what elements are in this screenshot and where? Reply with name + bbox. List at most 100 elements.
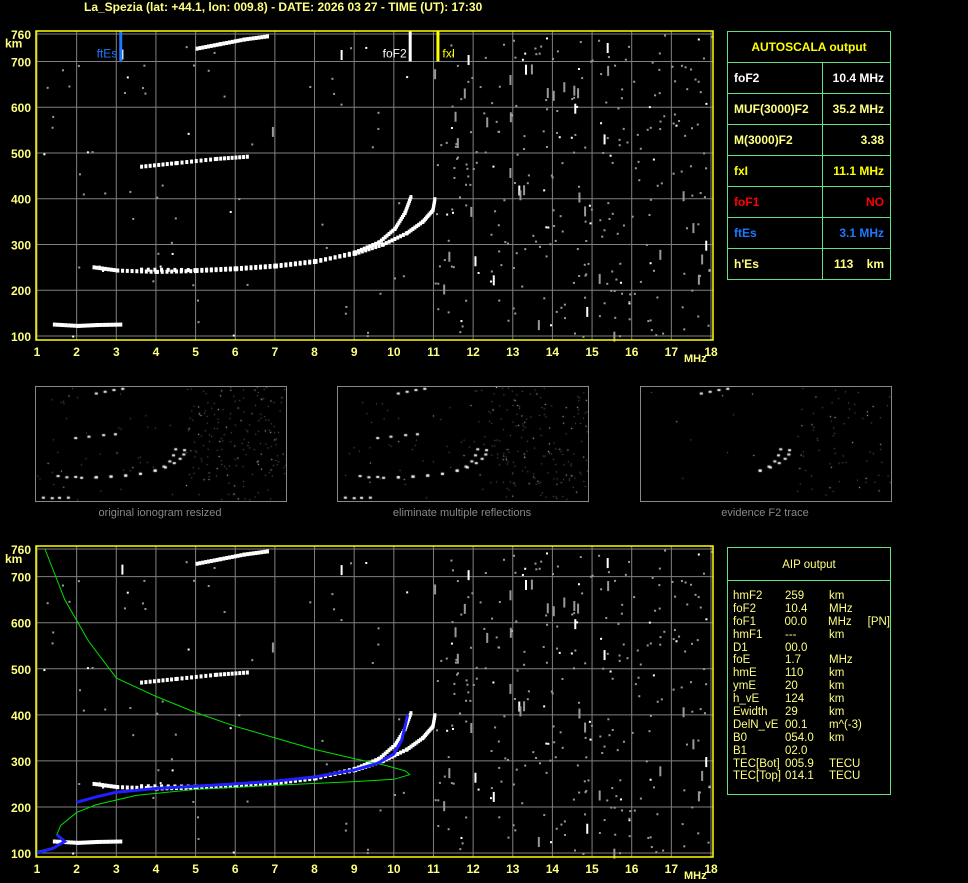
noise-echo [598, 39, 601, 42]
x-tick-label: 1 [34, 862, 41, 876]
noise-echo [445, 141, 448, 144]
y-axis-unit: km [5, 37, 22, 51]
noise-echo [603, 745, 606, 748]
noise-echo [708, 268, 711, 271]
noise-echo [555, 827, 558, 830]
param-label: foF2 [727, 62, 823, 94]
noise-echo [628, 45, 631, 48]
noise-echo [598, 273, 601, 284]
trace-echo-Es_high [233, 554, 237, 559]
trace-echo-F2_o [135, 269, 139, 274]
trace-echo-F2_o [389, 230, 393, 235]
noise-echo [523, 663, 526, 666]
noise-echo [697, 596, 700, 599]
x-tick-label: 5 [192, 862, 199, 876]
trace-echo-Es_high [212, 43, 216, 48]
noise-echo [436, 164, 439, 167]
noise-echo [461, 842, 464, 845]
marker-ftEs [119, 31, 123, 62]
param-label: MUF(3000)F2 [727, 93, 823, 125]
trace-echo-F2_x [396, 235, 400, 240]
noise-echo [143, 64, 146, 67]
noise-echo [570, 652, 573, 655]
noise-echo [584, 736, 587, 739]
autoscala-row: foF2 10.4 MHz [727, 62, 891, 94]
noise-echo [649, 319, 652, 322]
noise-echo [512, 783, 515, 786]
noise-echo [705, 683, 708, 686]
x-tick-label: 2 [73, 862, 80, 876]
noise-echo [490, 787, 493, 790]
noise-echo [78, 783, 81, 786]
noise-echo [691, 289, 694, 292]
noise-echo [576, 105, 579, 108]
trace-echo-F2_o [116, 268, 120, 273]
y-tick-label: 400 [11, 709, 31, 723]
aip-row: foE 1.7 MHz [733, 654, 890, 667]
noise-echo [486, 117, 489, 128]
noise-echo [475, 677, 478, 680]
noise-echo [498, 130, 501, 133]
trace-echo-F2_x [377, 243, 381, 248]
noise-echo [585, 789, 588, 792]
noise-echo [371, 662, 374, 665]
noise-echo [498, 646, 501, 649]
noise-echo [647, 320, 650, 323]
noise-echo [434, 584, 437, 595]
noise-echo [682, 191, 685, 202]
noise-echo [350, 562, 353, 565]
noise-echo [607, 65, 610, 76]
trace-echo-F2_2hop [152, 679, 156, 684]
trace-echo-F2_x [214, 267, 218, 272]
noise-echo [691, 127, 694, 130]
aip-cell [829, 745, 869, 758]
noise-echo [454, 145, 457, 148]
aip-cell: km [829, 693, 845, 706]
noise-echo [497, 740, 500, 743]
trace-echo-Es_high [266, 549, 270, 554]
noise-echo [692, 223, 695, 234]
trace-echo-F2_2hop [204, 673, 208, 678]
noise-echo [246, 800, 249, 803]
trace-echo-F2_x [233, 266, 237, 271]
param-value: 3.1 MHz [822, 217, 891, 249]
trace-echo-Es [113, 322, 117, 327]
noise-echo [546, 623, 549, 626]
trace-echo-F2_2hop [165, 677, 169, 682]
noise-echo [500, 780, 503, 783]
noise-echo [86, 667, 89, 670]
noise-echo [451, 208, 454, 211]
trace-echo-Es_high [266, 34, 270, 39]
noise-echo [174, 217, 177, 220]
noise-echo [556, 50, 559, 53]
noise-echo [490, 270, 493, 273]
aip-cell: MHz [828, 615, 852, 628]
aip-cell: TEC[Bot] [733, 757, 780, 770]
noise-echo [613, 806, 616, 809]
trace-echo-F2_x [419, 221, 423, 226]
noise-echo [514, 312, 517, 315]
noise-echo [52, 115, 55, 118]
trace-echo-F2_2hop [223, 156, 227, 161]
trace-echo-F2_o [144, 269, 148, 274]
noise-echo [246, 283, 249, 286]
noise-echo [579, 41, 582, 44]
trace-echo-Es [99, 839, 103, 844]
noise-echo [663, 115, 666, 118]
trace-echo-F2_o [106, 783, 110, 788]
noise-echo [648, 213, 651, 216]
noise-echo [365, 46, 368, 49]
trace-echo-Es [79, 323, 83, 328]
trace-echo-F2_x [140, 784, 144, 789]
noise-echo [466, 167, 469, 170]
noise-echo [538, 567, 541, 570]
noise-echo [702, 57, 705, 60]
noise-echo [699, 791, 702, 794]
noise-echo [683, 328, 686, 331]
aip-cell: TEC[Top] [733, 770, 781, 783]
trace-echo-F2_x [415, 224, 419, 229]
trace-echo-F2_2hop [245, 154, 249, 159]
aip-cell: MHz [829, 654, 853, 667]
noise-echo [498, 299, 501, 302]
noise-echo [465, 204, 468, 207]
